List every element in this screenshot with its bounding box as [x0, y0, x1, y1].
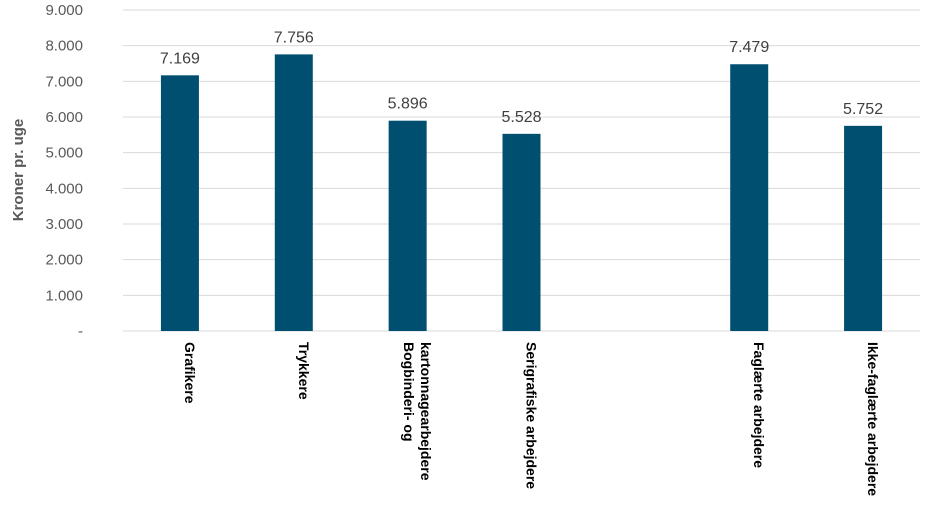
- bar: [388, 120, 427, 331]
- y-axis-label: Kroner pr. uge: [10, 119, 27, 222]
- data-label: 5.528: [501, 109, 541, 126]
- y-tick-label: -: [78, 323, 83, 340]
- x-tick-label: kartonnagearbejdere: [418, 342, 434, 481]
- y-tick-label: 5.000: [45, 145, 83, 162]
- data-label: 5.752: [843, 101, 883, 118]
- y-tick-label: 9.000: [45, 2, 83, 19]
- y-tick-label: 4.000: [45, 180, 83, 197]
- x-axis-ticks: Grafikere Trykkere Bogbinderi- og kartonnag…: [182, 342, 881, 496]
- bar: [160, 75, 199, 331]
- data-label: 5.896: [388, 96, 428, 113]
- data-labels: 7.169 7.756 5.896 5.528 7.479 5.752: [160, 29, 883, 125]
- y-tick-label: 8.000: [45, 38, 83, 55]
- x-tick-label: Ikke-faglærte arbejdere: [865, 342, 881, 496]
- bar: [844, 125, 883, 331]
- data-label: 7.169: [160, 50, 200, 67]
- y-tick-label: 7.000: [45, 73, 83, 90]
- data-label: 7.756: [274, 29, 314, 46]
- data-label: 7.479: [729, 39, 769, 56]
- x-tick-label: Serigrafiske arbejdere: [524, 342, 540, 489]
- x-tick-label: Grafikere: [182, 342, 198, 404]
- y-tick-label: 6.000: [45, 109, 83, 126]
- bar: [502, 133, 541, 331]
- bar: [730, 64, 769, 332]
- x-tick-label: Trykkere: [296, 342, 312, 400]
- y-tick-label: 3.000: [45, 216, 83, 233]
- x-tick-label: Faglærte arbejdere: [751, 342, 767, 468]
- bar: [274, 54, 313, 332]
- x-tick-label: Bogbinderi- og: [401, 342, 417, 442]
- y-tick-label: 2.000: [45, 252, 83, 269]
- bars: [160, 54, 883, 332]
- y-axis-ticks: - 1.000 2.000 3.000 4.000 5.000 6.000 7.000 8.00…: [45, 2, 83, 340]
- y-tick-label: 1.000: [45, 287, 83, 304]
